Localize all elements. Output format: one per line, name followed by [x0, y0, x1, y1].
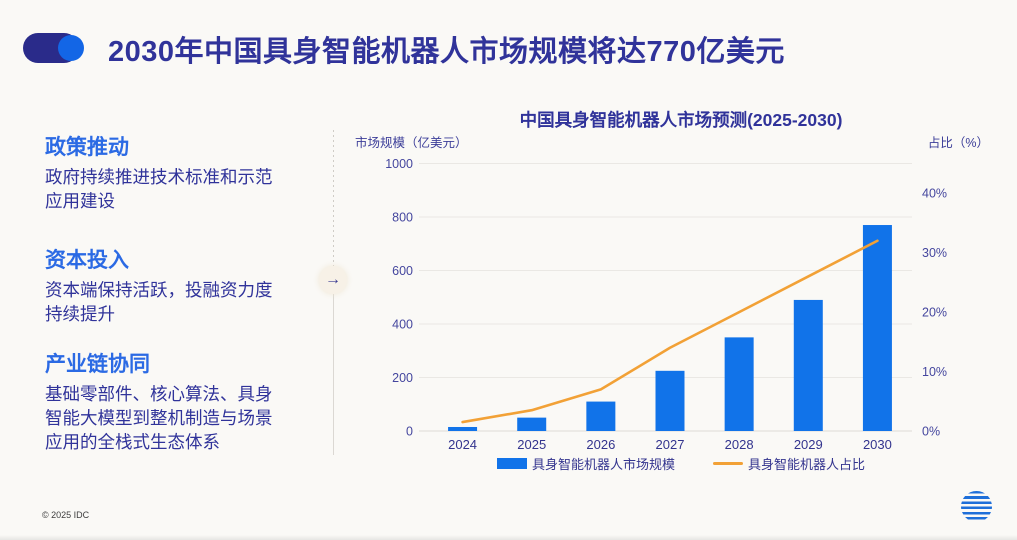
chart-plot: 0 200 400 600 800 1000 0% 10% 20% 30% 40% 2024 2025 2… [385, 157, 947, 452]
x-label-2029: 2029 [794, 437, 823, 452]
arrow-badge: → [319, 266, 347, 294]
title-decoration-circle [58, 35, 84, 61]
bar-2025 [517, 417, 547, 431]
page-title: 2030年中国具身智能机器人市场规模将达770亿美元 [108, 36, 785, 68]
bar-2030 [862, 225, 892, 431]
x-label-2030: 2030 [863, 437, 892, 452]
bar-2024 [448, 426, 478, 431]
vertical-divider-solid [333, 294, 334, 455]
x-label-2028: 2028 [725, 437, 754, 452]
section-body: 资本端保持活跃，投融资力度持续提升 [45, 280, 273, 324]
x-label-2024: 2024 [448, 437, 477, 452]
bar-series-swatch [496, 458, 527, 469]
section-body: 基础零部件、核心算法、具身智能大模型到整机制造与场景应用的全栈式生态体系 [45, 384, 273, 452]
share-line [461, 239, 879, 424]
right-tick-30%: 30% [922, 246, 947, 260]
legend-item-share: 具身智能机器人占比 [713, 454, 865, 473]
sidebar-section-industry-chain: 产业链协同 基础零部件、核心算法、具身智能大模型到整机制造与场景应用的全栈式生态… [45, 348, 297, 454]
line-series-swatch [713, 462, 743, 465]
right-tick-20%: 20% [922, 306, 947, 320]
sidebar-section-capital: 资本投入 资本端保持活跃，投融资力度持续提升 [45, 244, 297, 326]
left-axis-label: 市场规模（亿美元） [355, 136, 468, 150]
chart-container: 中国具身智能机器人市场预测(2025-2030) 市场规模（亿美元） 占比（%）… [345, 105, 1017, 485]
copyright-text: © 2025 IDC [42, 510, 90, 520]
left-tick-800: 800 [392, 211, 413, 225]
right-tick-10%: 10% [922, 365, 947, 379]
legend-label: 具身智能机器人市场规模 [531, 457, 675, 472]
chart-title: 中国具身智能机器人市场预测(2025-2030) [519, 110, 843, 130]
bar-2028 [724, 337, 754, 431]
section-heading: 资本投入 [45, 249, 129, 272]
section-heading: 政策推动 [45, 136, 129, 159]
bar-2026 [586, 401, 616, 431]
bar-2027 [655, 370, 685, 431]
section-heading: 产业链协同 [45, 353, 150, 376]
right-tick-40%: 40% [922, 187, 947, 201]
legend-label: 具身智能机器人占比 [748, 457, 866, 472]
left-tick-600: 600 [392, 264, 413, 278]
left-tick-0: 0 [406, 425, 413, 439]
bar-2029 [793, 299, 823, 431]
x-label-2025: 2025 [517, 437, 546, 452]
right-tick-0%: 0% [922, 425, 940, 439]
left-tick-400: 400 [392, 318, 413, 332]
section-body: 政府持续推进技术标准和示范应用建设 [45, 167, 273, 211]
sidebar-section-policy: 政策推动 政府持续推进技术标准和示范应用建设 [45, 131, 297, 213]
vertical-divider-dotted [333, 130, 334, 266]
chart-legend: 具身智能机器人市场规模 具身智能机器人占比 [345, 454, 1017, 473]
idc-globe-logo [961, 491, 992, 522]
right-arrow-icon: → [325, 271, 341, 288]
legend-item-market-size: 具身智能机器人市场规模 [496, 454, 675, 473]
right-axis-label: 占比（%） [927, 136, 989, 150]
x-label-2027: 2027 [656, 437, 685, 452]
left-tick-1000: 1000 [385, 157, 413, 171]
x-label-2026: 2026 [586, 437, 615, 452]
left-tick-200: 200 [392, 371, 413, 385]
